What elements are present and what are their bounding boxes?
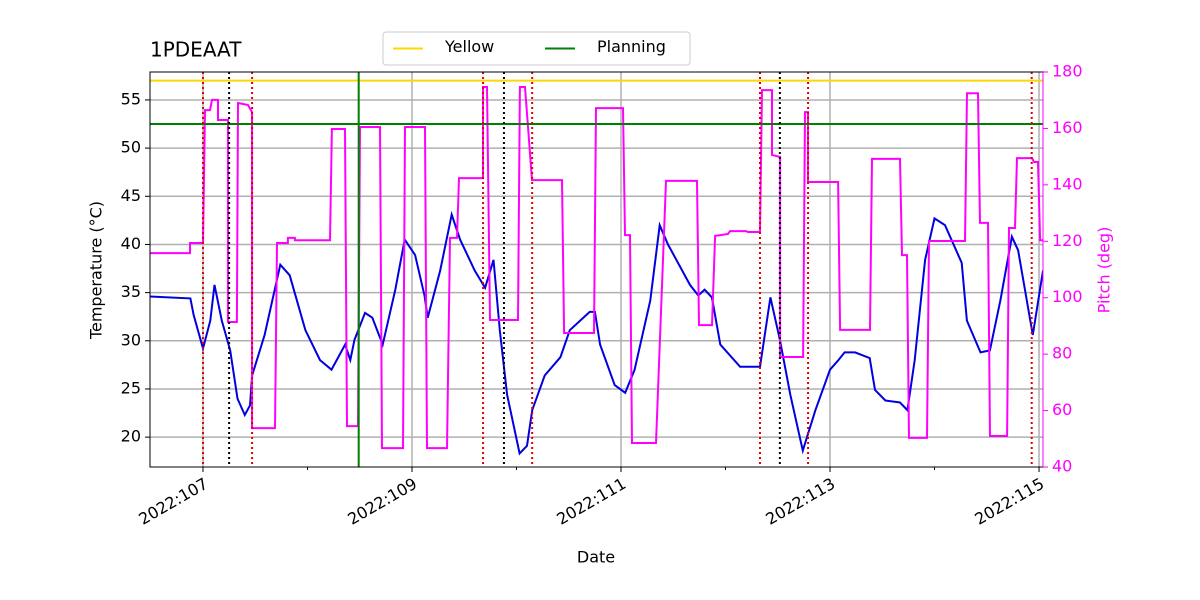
y2-tick-label: 40 xyxy=(1052,457,1072,476)
y-tick-label: 20 xyxy=(121,427,141,446)
y2-axis-label: Pitch (deg) xyxy=(1095,227,1114,314)
legend-box xyxy=(382,31,691,66)
x-tick-label: 2022:111 xyxy=(553,474,629,529)
y-tick-label: 25 xyxy=(121,378,141,397)
y-tick-label: 45 xyxy=(121,186,141,205)
y-tick-label: 50 xyxy=(121,138,141,157)
y-tick-label: 30 xyxy=(121,330,141,349)
y2-tick-label: 80 xyxy=(1052,344,1072,363)
y2-tick-label: 100 xyxy=(1052,287,1083,306)
y2-tick-label: 140 xyxy=(1052,174,1083,193)
x-tick-label: 2022:109 xyxy=(344,474,420,529)
legend-label: Yellow xyxy=(444,37,494,56)
y2-tick-label: 60 xyxy=(1052,400,1072,419)
y2-tick-label: 160 xyxy=(1052,118,1083,137)
x-tick-label: 2022:113 xyxy=(762,474,838,529)
x-tick-label: 2022:107 xyxy=(135,474,211,529)
y-tick-label: 40 xyxy=(121,234,141,253)
chart-title: 1PDEAAT xyxy=(150,38,242,62)
y-tick-label: 35 xyxy=(121,282,141,301)
x-axis-label: Date xyxy=(577,548,615,567)
x-tick-label: 2022:115 xyxy=(971,474,1047,529)
y-axis-label: Temperature (°C) xyxy=(87,201,106,340)
data-line xyxy=(150,210,1043,456)
y2-tick-label: 120 xyxy=(1052,231,1083,250)
y-tick-label: 55 xyxy=(121,89,141,108)
legend-label: Planning xyxy=(597,37,666,56)
y2-tick-label: 180 xyxy=(1052,62,1083,81)
data-line xyxy=(150,86,1043,450)
